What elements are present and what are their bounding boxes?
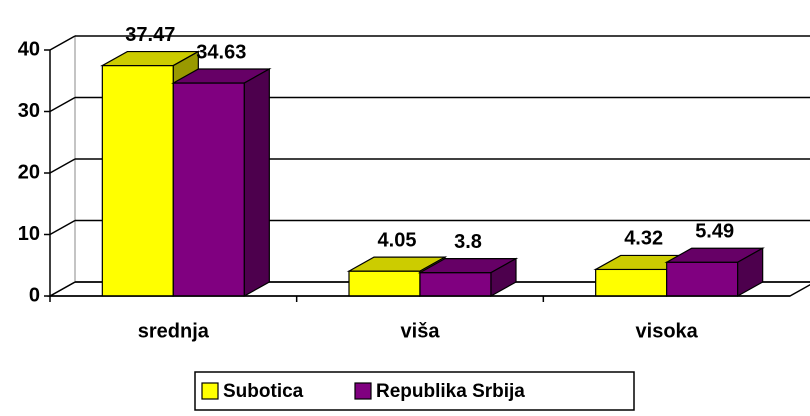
side-grid-line xyxy=(49,35,76,51)
value-label: 3.8 xyxy=(454,231,482,253)
x-tick-label: viša xyxy=(401,320,441,342)
y-tick-label: 10 xyxy=(18,223,40,245)
value-label: 4.32 xyxy=(624,228,663,250)
bar xyxy=(666,261,739,297)
legend-label: Subotica xyxy=(223,381,304,402)
bar-side xyxy=(737,247,764,298)
side-grid-line xyxy=(49,281,76,297)
bar xyxy=(101,64,174,297)
legend-swatch xyxy=(201,382,219,400)
y-tick-label: 30 xyxy=(18,100,40,122)
y-tick-label: 20 xyxy=(18,161,40,183)
side-grid-line xyxy=(49,96,76,113)
x-tick-label: visoka xyxy=(636,320,699,342)
bar xyxy=(172,82,245,297)
legend-swatch xyxy=(354,382,372,400)
bar-side xyxy=(490,257,517,298)
y-tick-label: 40 xyxy=(18,38,40,60)
y-tick-label: 0 xyxy=(29,284,40,306)
bar xyxy=(419,272,492,297)
legend-label: Republika Srbija xyxy=(376,381,525,402)
bar xyxy=(348,270,421,297)
value-label: 5.49 xyxy=(695,221,734,243)
side-grid-line xyxy=(49,158,76,174)
x-tick-label: srednja xyxy=(138,320,210,342)
side-grid-line xyxy=(49,219,76,236)
bar-side xyxy=(243,68,270,298)
bar xyxy=(595,268,668,297)
value-label: 37.47 xyxy=(125,24,175,46)
value-label: 4.05 xyxy=(378,229,417,251)
value-label: 34.63 xyxy=(196,41,246,63)
legend-box xyxy=(194,371,635,411)
